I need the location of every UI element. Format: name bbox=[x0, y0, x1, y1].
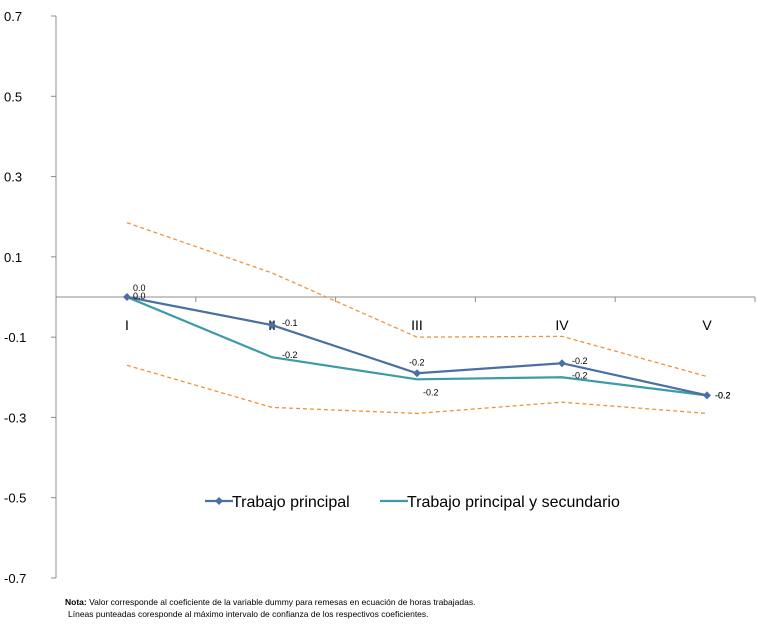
x-category-label: I bbox=[125, 317, 129, 333]
legend-label-1: Trabajo principal bbox=[232, 494, 350, 511]
data-labels-group: 0.0-0.1-0.2 -0.2-0.20.0-0.2-0.2-0.2-0.2 bbox=[133, 283, 731, 400]
legend-marker bbox=[215, 497, 223, 505]
y-tick-label: -0.7 bbox=[4, 571, 26, 586]
legend-label-2: Trabajo principal y secundario bbox=[407, 494, 620, 511]
data-label: 0.0 bbox=[133, 291, 146, 301]
y-tick-label: 0.7 bbox=[4, 9, 22, 24]
series-point bbox=[123, 293, 131, 301]
x-category-label: IV bbox=[555, 317, 569, 333]
data-label: -0.2 bbox=[715, 390, 731, 400]
axes-group: 0.70.50.30.1-0.1-0.3-0.5-0.7IIIIIIIVV bbox=[4, 9, 756, 586]
note-line1: Valor corresponde al coeficiente de la v… bbox=[86, 597, 476, 607]
data-label: -0.2 bbox=[423, 387, 439, 397]
data-label: -0.2 bbox=[409, 357, 425, 367]
chart-note: Nota: Valor corresponde al coeficiente d… bbox=[65, 596, 475, 620]
series-point bbox=[703, 391, 711, 400]
legend: Trabajo principal Trabajo principal y sec… bbox=[205, 494, 620, 511]
upper-bound-line bbox=[126, 222, 708, 378]
y-tick-label: -0.1 bbox=[4, 330, 26, 345]
y-tick-label: 0.5 bbox=[4, 89, 22, 104]
data-label: -0.2 bbox=[572, 356, 588, 366]
data-label: -0.2 bbox=[572, 370, 588, 380]
data-label: 0.0 bbox=[133, 283, 146, 293]
data-label: -0.2 bbox=[282, 350, 298, 360]
series-point bbox=[413, 369, 421, 378]
lower-bound-line bbox=[126, 364, 708, 415]
note-line2: Líneas punteadas coresponde al máximo in… bbox=[68, 609, 429, 619]
data-label: -0.1 bbox=[282, 318, 298, 328]
x-category-label: V bbox=[702, 317, 712, 333]
y-tick-label: -0.3 bbox=[4, 410, 26, 425]
y-tick-label: 0.1 bbox=[4, 250, 22, 265]
series-point bbox=[558, 359, 566, 368]
data-label: -0.2 bbox=[715, 390, 731, 400]
series-line-1 bbox=[126, 295, 708, 397]
series-point bbox=[268, 321, 276, 330]
series-group bbox=[123, 293, 711, 400]
confidence-bounds-group bbox=[126, 222, 708, 415]
note-bold: Nota: bbox=[65, 597, 87, 607]
series-line-2 bbox=[126, 295, 708, 397]
x-category-label: III bbox=[411, 317, 423, 333]
y-tick-label: 0.3 bbox=[4, 170, 22, 185]
y-tick-label: -0.5 bbox=[4, 491, 26, 506]
